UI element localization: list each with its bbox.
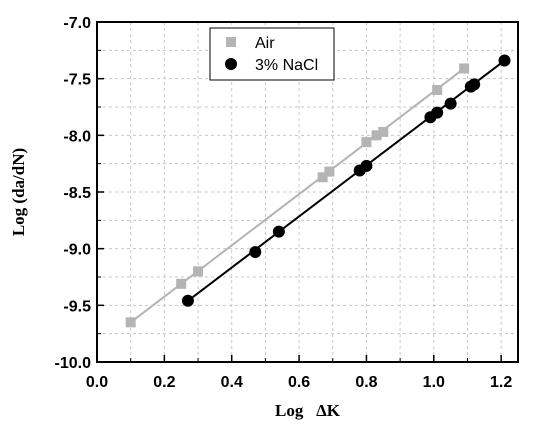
point-air	[317, 172, 328, 183]
data-points	[125, 54, 511, 328]
legend-marker-nacl	[225, 58, 237, 70]
point-nacl	[498, 54, 511, 67]
legend-label-nacl: 3% NaCl	[255, 57, 318, 74]
y-tick-label: -7.0	[63, 15, 91, 32]
y-axis-title: Log (da/dN)	[9, 148, 28, 236]
x-axis-title: Log ΔK	[275, 401, 341, 420]
legend: Air 3% NaCl	[209, 27, 335, 81]
y-tick-label: -9.5	[63, 298, 91, 315]
point-air	[361, 137, 372, 148]
point-air	[176, 278, 187, 289]
axis-ticks: 0.0 0.2 0.4 0.6 0.8 1.0 1.2 -10.0 -9.5 -9.0 -8.5 -8…	[55, 15, 513, 391]
x-tick-label: 1.0	[423, 374, 445, 391]
legend-label-air: Air	[255, 35, 275, 52]
x-tick-label: 0.6	[288, 374, 310, 391]
fit-line-nacl	[187, 59, 506, 302]
point-nacl	[360, 159, 373, 172]
legend-box	[209, 27, 335, 81]
point-nacl	[181, 294, 194, 307]
y-tick-label: -7.5	[63, 72, 91, 89]
point-air	[193, 266, 204, 277]
point-air	[378, 126, 389, 137]
y-tick-label: -10.0	[55, 355, 92, 372]
legend-marker-air	[226, 37, 236, 47]
point-nacl	[272, 225, 285, 238]
point-nacl	[249, 246, 262, 259]
point-nacl	[431, 106, 444, 119]
x-tick-label: 0.0	[86, 374, 108, 391]
point-air	[125, 317, 136, 328]
point-air	[324, 166, 335, 177]
x-tick-label: 0.2	[153, 374, 175, 391]
y-tick-label: -8.0	[63, 128, 91, 145]
fit-line-air	[130, 67, 465, 324]
point-nacl	[468, 78, 481, 91]
point-air	[459, 63, 470, 74]
point-air	[432, 85, 443, 95]
y-tick-label: -8.5	[63, 185, 91, 202]
y-tick-label: -9.0	[63, 242, 91, 259]
x-tick-label: 0.8	[355, 374, 377, 391]
point-nacl	[444, 97, 457, 110]
point-air	[371, 130, 382, 141]
x-tick-label: 0.4	[221, 374, 243, 391]
x-tick-label: 1.2	[490, 374, 512, 391]
